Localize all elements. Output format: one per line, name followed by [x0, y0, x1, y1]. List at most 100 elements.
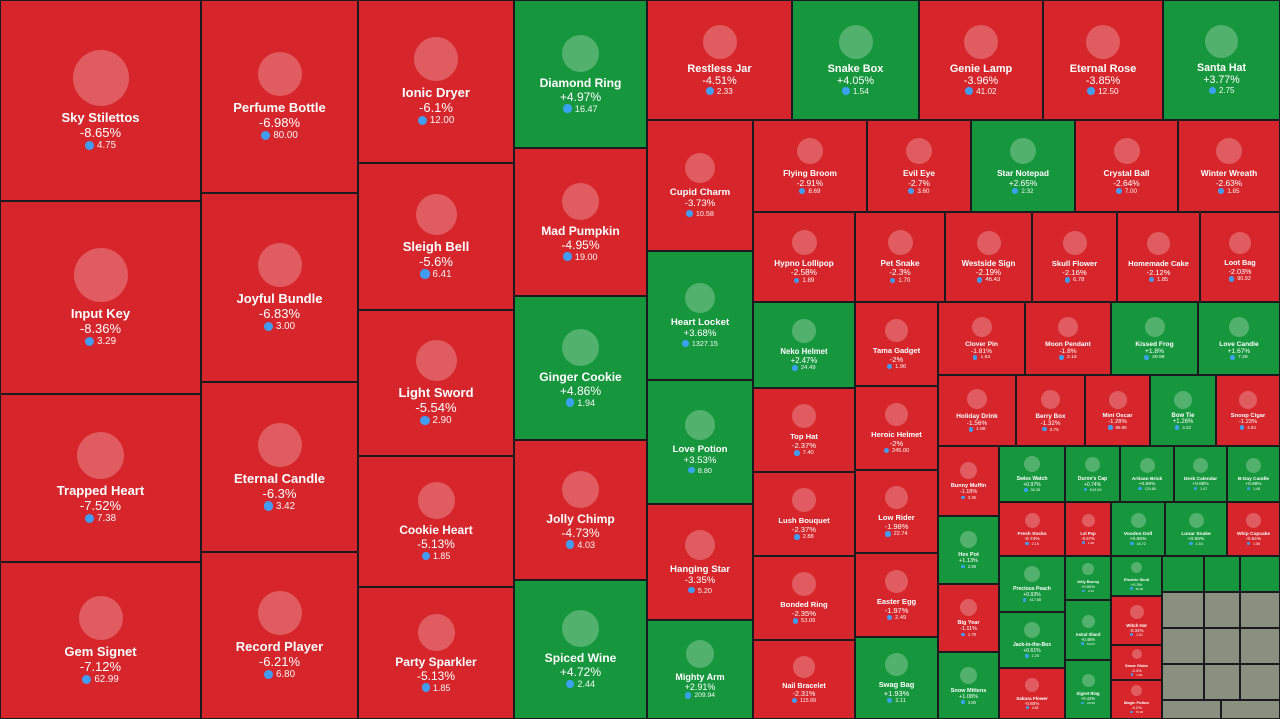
gift-price: 3.29: [97, 336, 117, 347]
gift-name: Neko Helmet: [780, 347, 828, 356]
gift-tile[interactable]: Easter Egg -1.97% 2.49: [855, 553, 938, 637]
gift-tile[interactable]: Record Player -6.21% 6.80: [201, 552, 358, 719]
gift-tile[interactable]: Artisan Brick +0.69% 129.85: [1120, 446, 1174, 502]
gift-tile[interactable]: Ginger Cookie +4.86% 1.94: [514, 296, 647, 440]
gift-tile[interactable]: Moon Pendant -1.8% 2.18: [1025, 302, 1111, 375]
gift-tile[interactable]: Astral Shard +0.46% 53.84: [1065, 600, 1111, 660]
gift-price: 2.11: [895, 697, 906, 704]
gift-tile[interactable]: Snake Box +4.05% 1.54: [792, 0, 919, 120]
gift-tile[interactable]: Fresh Socks -0.74% 2.15: [999, 502, 1065, 556]
gift-tile[interactable]: Star Notepad +2.65% 2.32: [971, 120, 1075, 212]
gift-tile[interactable]: Love Potion +3.53% 8.80: [647, 380, 753, 504]
gift-tile[interactable]: Loot Bag -2.03% 90.92: [1200, 212, 1280, 302]
ton-icon: [1189, 541, 1193, 546]
gift-tile[interactable]: Evil Eye -2.7% 3.60: [867, 120, 971, 212]
gift-tile[interactable]: Neko Helmet +2.47% 24.49: [753, 302, 855, 388]
gift-tile[interactable]: Big Year -1.11% 1.79: [938, 584, 999, 652]
gift-tile[interactable]: Snow Mittens +1.08% 3.80: [938, 652, 999, 719]
gift-tile[interactable]: Eternal Rose -3.85% 12.50: [1043, 0, 1163, 120]
ton-icon: [688, 586, 695, 594]
gift-tile[interactable]: Desk Calendar +0.68% 1.47: [1174, 446, 1227, 502]
gift-tile[interactable]: Tama Gadget -2% 1.96: [855, 302, 938, 386]
gift-change: -2.37%: [791, 525, 817, 534]
gift-tile[interactable]: Sky Stilettos -8.65% 4.75: [0, 0, 201, 201]
gift-tile[interactable]: Kissed Frog +1.8% 29.99: [1111, 302, 1198, 375]
gift-tile[interactable]: Lush Bouquet -2.37% 2.88: [753, 472, 855, 556]
gift-tile[interactable]: Santa Hat +3.77% 2.75: [1163, 0, 1280, 120]
gift-tile[interactable]: Winter Wreath -2.63% 1.85: [1178, 120, 1280, 212]
gift-tile[interactable]: Magic Potion -0.2% 70.00: [1111, 680, 1162, 719]
gift-tile[interactable]: Spiced Wine +4.72% 2.44: [514, 580, 647, 719]
gift-tile[interactable]: Hanging Star -3.35% 5.20: [647, 504, 753, 620]
gift-tile[interactable]: Snow Globe -0.3% 4.60: [1111, 645, 1162, 680]
gift-tile[interactable]: Berry Box -1.32% 3.75: [1016, 375, 1085, 446]
gift-tile[interactable]: Sakura Flower -0.60% 4.65: [999, 668, 1065, 719]
gift-tile[interactable]: Mini Oscar -1.28% 86.88: [1085, 375, 1150, 446]
gift-price: 209.94: [694, 692, 715, 699]
gift-change: -3.73%: [684, 198, 716, 209]
gift-tile[interactable]: Genie Lamp -3.96% 41.02: [919, 0, 1043, 120]
gift-tile[interactable]: Gem Signet -7.12% 62.99: [0, 562, 201, 719]
gift-tile[interactable]: Restless Jar -4.51% 2.33: [647, 0, 792, 120]
gift-tile[interactable]: Westside Sign -2.19% 46.43: [945, 212, 1032, 302]
gift-tile[interactable]: Jack-in-the-Box +0.61% 2.25: [999, 612, 1065, 668]
gift-tile[interactable]: Lunar Snake +0.65% 1.54: [1165, 502, 1227, 556]
gift-tile[interactable]: Eternal Candle -6.3% 3.42: [201, 382, 358, 552]
gift-tile[interactable]: Signet Ring +0.42% 26.99: [1065, 660, 1111, 719]
gift-tile[interactable]: Perfume Bottle -6.98% 80.00: [201, 0, 358, 193]
gift-tile[interactable]: Clover Pin -1.81% 1.63: [938, 302, 1025, 375]
gift-tile[interactable]: Joyful Bundle -6.83% 3.00: [201, 193, 358, 382]
gift-tile[interactable]: Love Candle +1.67% 7.29: [1198, 302, 1280, 375]
gift-name: Light Sword: [398, 385, 474, 400]
gift-price: 115.99: [799, 697, 817, 704]
gift-tile[interactable]: Whip Cupcake -0.64% 1.58: [1227, 502, 1280, 556]
gift-tile[interactable]: Light Sword -5.54% 2.90: [358, 310, 514, 456]
gift-tile[interactable]: Bunny Muffin -1.18% 3.36: [938, 446, 999, 516]
gift-price: 53.09: [801, 618, 816, 624]
gift-tile[interactable]: Holiday Drink -1.56% 1.89: [938, 375, 1016, 446]
gift-tile[interactable]: Bonded Ring -2.35% 53.09: [753, 556, 855, 640]
gift-tile[interactable]: Homemade Cake -2.12% 1.85: [1117, 212, 1200, 302]
gift-tile[interactable]: Jelly Bunny +0.60% 3.44: [1065, 556, 1111, 600]
gift-tile[interactable]: Mighty Arm +2.91% 209.94: [647, 620, 753, 719]
gift-icon: [702, 24, 737, 59]
gift-tile[interactable]: Electric Skull +0.3% 30.00: [1111, 556, 1162, 596]
gift-tile[interactable]: Hypno Lollipop -2.58% 1.89: [753, 212, 855, 302]
gift-tile[interactable]: Flying Broom -2.91% 8.69: [753, 120, 867, 212]
gift-tile[interactable]: Precious Peach +0.93% 417.88: [999, 556, 1065, 612]
gift-tile[interactable]: Low Rider -1.98% 22.74: [855, 470, 938, 553]
gift-price: 1.85: [432, 682, 451, 693]
gift-price: 3.75: [1049, 426, 1059, 432]
gift-tile[interactable]: Top Hat -2.37% 7.40: [753, 388, 855, 472]
gift-tile[interactable]: Crystal Ball -2.64% 7.00: [1075, 120, 1178, 212]
gift-tile[interactable]: Witch Hat -0.34% 2.61: [1111, 596, 1162, 645]
gift-tile[interactable]: Snoop Cigar -1.23% 4.83: [1216, 375, 1280, 446]
gift-tile[interactable]: Sleigh Bell -5.6% 6.41: [358, 163, 514, 310]
gift-tile[interactable]: Cupid Charm -3.73% 10.58: [647, 120, 753, 251]
gift-tile[interactable]: Nail Bracelet -2.31% 115.99: [753, 640, 855, 719]
gift-tile[interactable]: Durov's Cap +0.74% 619.00: [1065, 446, 1120, 502]
gift-change: -6.21%: [258, 654, 301, 669]
gift-tile[interactable]: Heart Locket +3.68% 1327.15: [647, 251, 753, 380]
gift-tile[interactable]: Swag Bag +1.93% 2.11: [855, 637, 938, 719]
gift-price-row: 26.99: [1081, 701, 1095, 705]
gift-tile[interactable]: Mad Pumpkin -4.95% 19.00: [514, 148, 647, 296]
gift-tile[interactable]: Voodoo Doll +0.66% 16.72: [1111, 502, 1165, 556]
gift-price-row: 16.47: [563, 104, 598, 114]
gift-tile[interactable]: Heroic Helmet -2% 245.00: [855, 386, 938, 470]
gift-tile[interactable]: B-Day Candle +0.68% 1.48: [1227, 446, 1280, 502]
gift-tile[interactable]: Party Sparkler -5.13% 1.85: [358, 587, 514, 719]
gift-tile[interactable]: Cookie Heart -5.13% 1.85: [358, 456, 514, 587]
gift-tile[interactable]: Swiss Watch +0.97% 36.35: [999, 446, 1065, 502]
gift-tile[interactable]: Ionic Dryer -6.1% 12.00: [358, 0, 514, 163]
gift-tile[interactable]: Hex Pot +1.13% 2.69: [938, 516, 999, 584]
gift-tile[interactable]: Skull Flower -2.16% 6.78: [1032, 212, 1117, 302]
gift-tile[interactable]: Bow Tie +1.26% 3.22: [1150, 375, 1216, 446]
gift-tile[interactable]: Input Key -8.36% 3.29: [0, 201, 201, 394]
gift-tile[interactable]: Pet Snake -2.3% 1.70: [855, 212, 945, 302]
gift-tile[interactable]: Jolly Chimp -4.73% 4.03: [514, 440, 647, 580]
gift-tile[interactable]: Diamond Ring +4.97% 16.47: [514, 0, 647, 148]
gift-tile[interactable]: Trapped Heart -7.52% 7.38: [0, 394, 201, 562]
ton-icon: [961, 632, 965, 637]
gift-tile[interactable]: Lol Pop -0.67% 1.68: [1065, 502, 1111, 556]
